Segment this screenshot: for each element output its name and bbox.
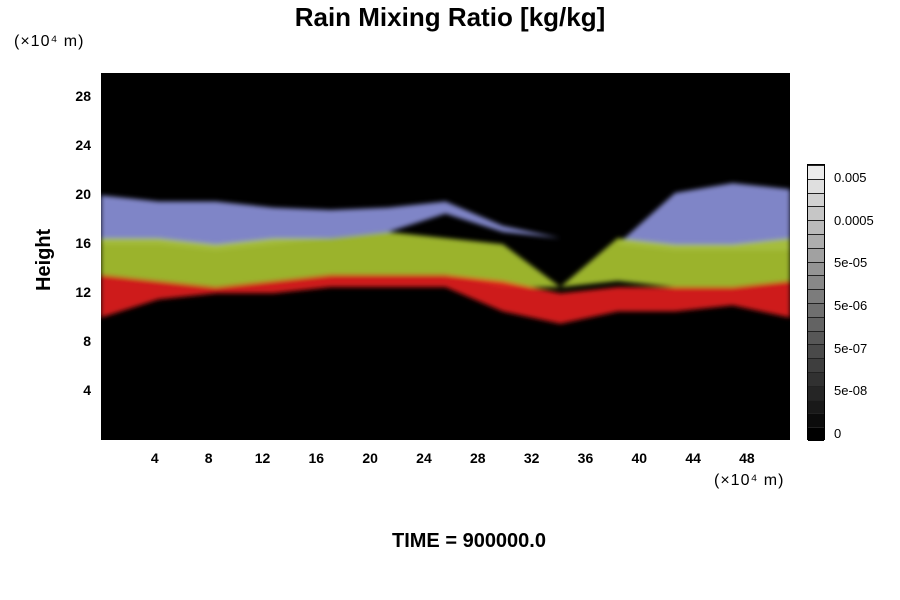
colorbar-segment xyxy=(808,372,824,386)
colorbar-label: 5e-07 xyxy=(834,340,868,356)
y-tick-label: 12 xyxy=(75,284,91,301)
y-tick-label: 4 xyxy=(83,382,91,399)
y-axis-label: Height xyxy=(33,228,55,291)
colorbar-segment xyxy=(808,399,824,414)
colorbar-segment xyxy=(808,261,824,276)
colorbar-segment xyxy=(808,344,824,359)
x-tick-label: 28 xyxy=(470,450,486,466)
y-tick-label: 24 xyxy=(75,137,91,154)
x-tick-label: 32 xyxy=(523,450,540,466)
x-tick-label: 12 xyxy=(254,450,271,466)
chart-title: Rain Mixing Ratio [kg/kg] xyxy=(294,2,606,32)
y-axis-unit: (×10⁴ m) xyxy=(14,33,85,50)
colorbar-segment xyxy=(808,413,824,428)
colorbar-segment xyxy=(808,303,824,317)
x-tick-label: 8 xyxy=(204,450,213,466)
colorbar-segment xyxy=(808,385,824,400)
colorbar-segment xyxy=(808,330,824,345)
colorbar-segment xyxy=(808,206,824,221)
x-tick-label: 40 xyxy=(631,450,648,466)
colorbar-segment xyxy=(808,289,824,303)
colorbar-label: 5e-05 xyxy=(834,255,868,271)
colorbar-segment xyxy=(808,247,824,262)
x-tick-label: 16 xyxy=(308,450,325,466)
band-red xyxy=(101,274,790,324)
colorbar-label: 5e-06 xyxy=(834,298,868,313)
colorbar-segment xyxy=(808,316,824,331)
colorbar-segment xyxy=(808,427,824,441)
colorbar-segment xyxy=(808,234,824,248)
colorbar-segment xyxy=(808,165,824,179)
x-tick-label: 24 xyxy=(416,450,432,466)
colorbar-label: 5e-08 xyxy=(834,383,868,399)
band-blue xyxy=(101,183,790,251)
colorbar xyxy=(807,164,825,441)
x-tick-label: 48 xyxy=(739,450,755,466)
time-label: TIME = 900000.0 xyxy=(392,530,546,552)
colorbar-segment xyxy=(808,220,824,234)
y-tick-label: 8 xyxy=(83,333,91,350)
y-tick-label: 28 xyxy=(75,88,91,105)
heatmap-field xyxy=(101,183,790,324)
y-tick-label: 20 xyxy=(75,186,91,203)
y-tick-label: 16 xyxy=(75,235,91,252)
plot-area xyxy=(101,73,790,440)
x-tick-label: 20 xyxy=(362,450,378,466)
colorbar-segment xyxy=(808,178,824,193)
band-yellow-green xyxy=(101,232,790,288)
x-tick-label: 4 xyxy=(150,450,159,466)
colorbar-label: 0.0005 xyxy=(834,212,874,228)
x-axis-unit: (×10⁴ m) xyxy=(714,472,785,489)
x-tick-label: 44 xyxy=(685,450,701,466)
x-tick-label: 36 xyxy=(577,450,594,466)
colorbar-segment xyxy=(808,358,824,372)
colorbar-segment xyxy=(808,275,824,290)
colorbar-label: 0.005 xyxy=(834,170,867,185)
colorbar-label: 0 xyxy=(834,426,842,441)
colorbar-segment xyxy=(808,192,824,207)
